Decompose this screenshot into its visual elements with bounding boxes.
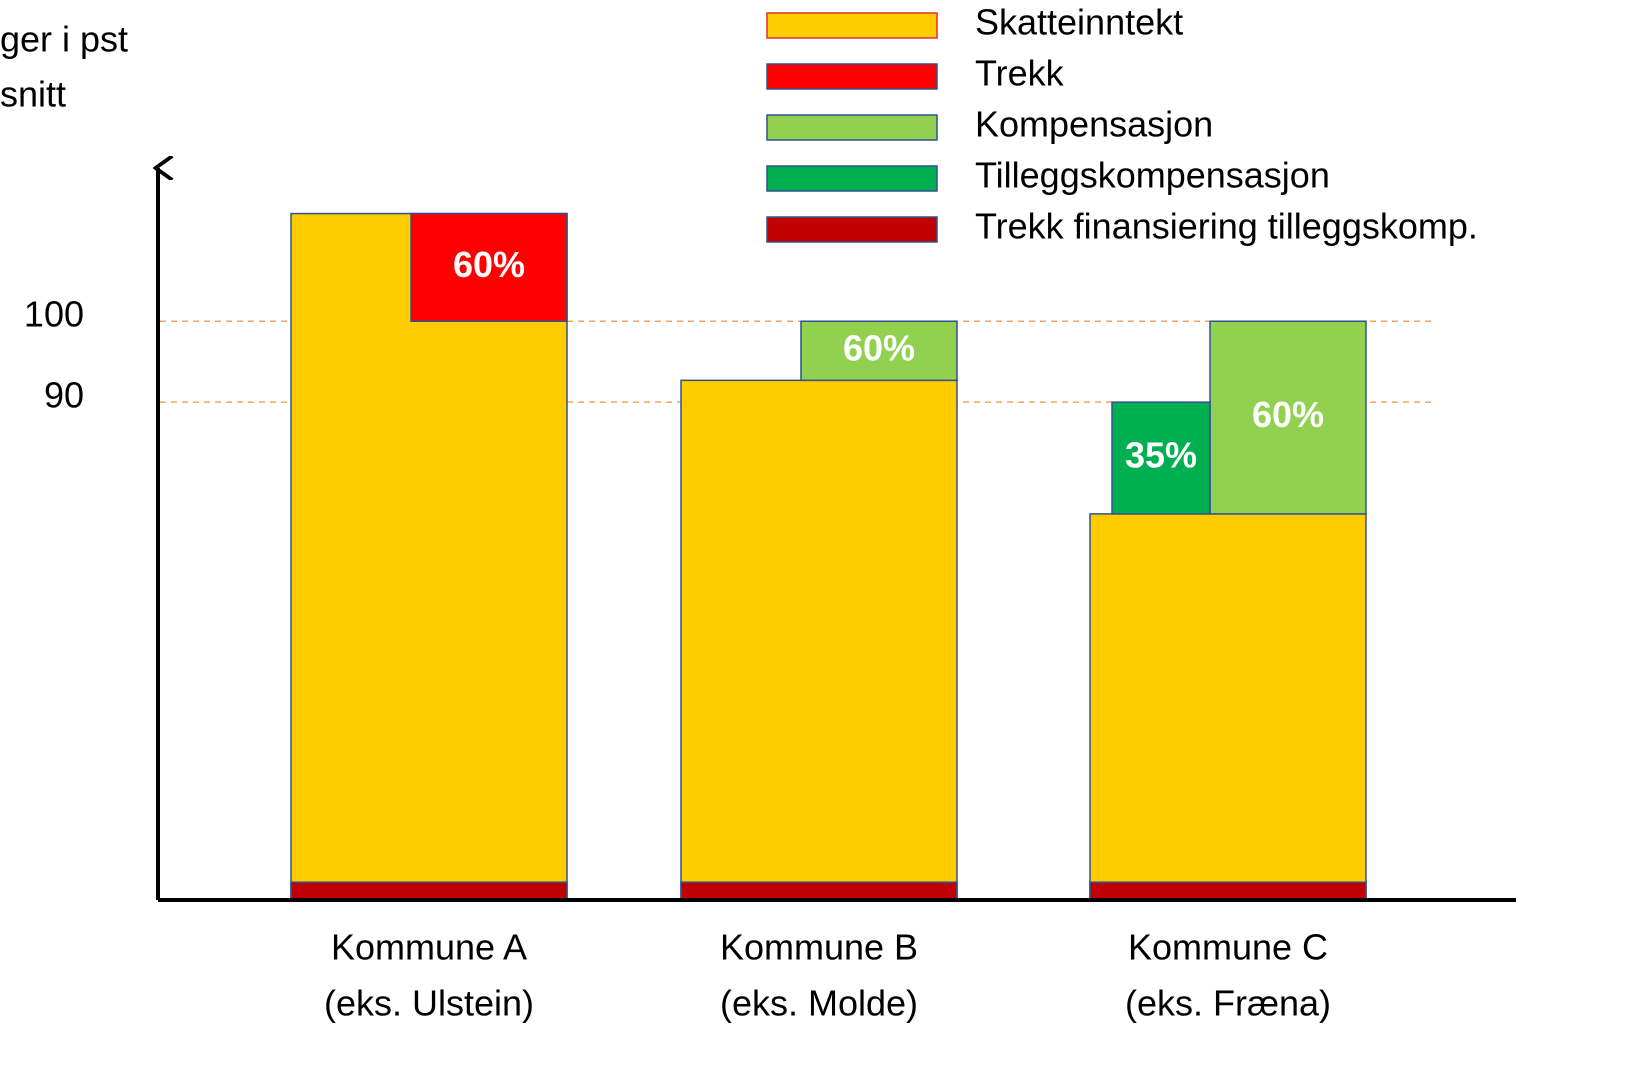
y-tick-label: 100 (24, 294, 84, 335)
bar-segment (680, 379, 958, 901)
bar-segment (680, 881, 958, 901)
segment-label: 60% (843, 327, 915, 368)
x-tick-label: (eks. Molde) (720, 983, 918, 1024)
legend-label: Skatteinntekt (975, 2, 1183, 43)
legend-label: Kompensasjon (975, 104, 1213, 145)
legend-label: Trekk finansiering tilleggskomp. (975, 206, 1478, 247)
x-tick-label: Kommune C (1128, 927, 1328, 968)
x-tick-label: Kommune A (331, 927, 527, 968)
legend-swatch (766, 216, 938, 243)
bar-segment (410, 212, 568, 322)
segment-label: 35% (1125, 435, 1197, 476)
x-tick-label: (eks. Fræna) (1125, 983, 1331, 1024)
bar-segment (1089, 513, 1367, 901)
legend-swatch (766, 114, 938, 141)
legend-label: Trekk (975, 53, 1065, 94)
bar-segment (800, 320, 958, 382)
segment-label: 60% (1252, 394, 1324, 435)
y-axis-label: snitt (0, 74, 66, 115)
x-tick-label: (eks. Ulstein) (324, 983, 534, 1024)
x-tick-label: Kommune B (720, 927, 918, 968)
y-tick-label: 90 (44, 375, 84, 416)
legend-swatch (766, 165, 938, 192)
plot-area: 60% 60% 60% 35% (160, 212, 1432, 901)
legend-label: Tilleggskompensasjon (975, 155, 1330, 196)
bar-segment (290, 881, 568, 901)
bar-segment (1111, 401, 1211, 515)
legend-swatch (766, 63, 938, 90)
legend-swatch (766, 12, 938, 39)
bar-segment (1089, 881, 1367, 901)
y-axis-label: ger i pst (0, 19, 128, 60)
segment-label: 60% (453, 244, 525, 285)
